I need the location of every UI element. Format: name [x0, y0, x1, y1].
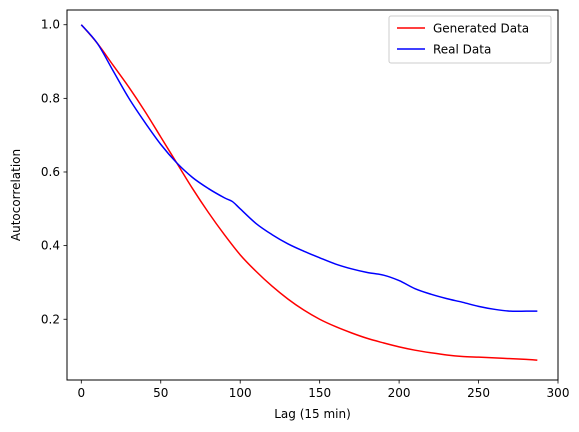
- x-axis-label: Lag (15 min): [274, 407, 351, 421]
- x-tick-label: 200: [388, 386, 411, 400]
- x-tick-label: 100: [229, 386, 252, 400]
- x-tick-label: 50: [153, 386, 168, 400]
- x-axis-ticks: 0 50 100 150 200 250 300: [77, 380, 569, 400]
- x-tick-label: 250: [467, 386, 490, 400]
- y-axis-label: Autocorrelation: [9, 149, 23, 241]
- series-line-generated-data: [81, 25, 537, 360]
- legend-label-generated-data: Generated Data: [433, 22, 529, 36]
- y-tick-label: 1.0: [41, 18, 60, 32]
- y-axis-ticks: 0.2 0.4 0.6 0.8 1.0: [41, 18, 67, 327]
- y-tick-label: 0.2: [41, 312, 60, 326]
- y-tick-label: 0.4: [41, 239, 60, 253]
- x-tick-label: 300: [547, 386, 570, 400]
- legend: Generated Data Real Data: [389, 16, 551, 63]
- legend-label-real-data: Real Data: [433, 43, 491, 57]
- y-tick-label: 0.8: [41, 91, 60, 105]
- x-tick-label: 150: [308, 386, 331, 400]
- x-tick-label: 0: [77, 386, 85, 400]
- plot-area-frame: [67, 10, 558, 380]
- plot-lines: [81, 25, 537, 360]
- y-tick-label: 0.6: [41, 165, 60, 179]
- series-line-real-data: [81, 25, 537, 312]
